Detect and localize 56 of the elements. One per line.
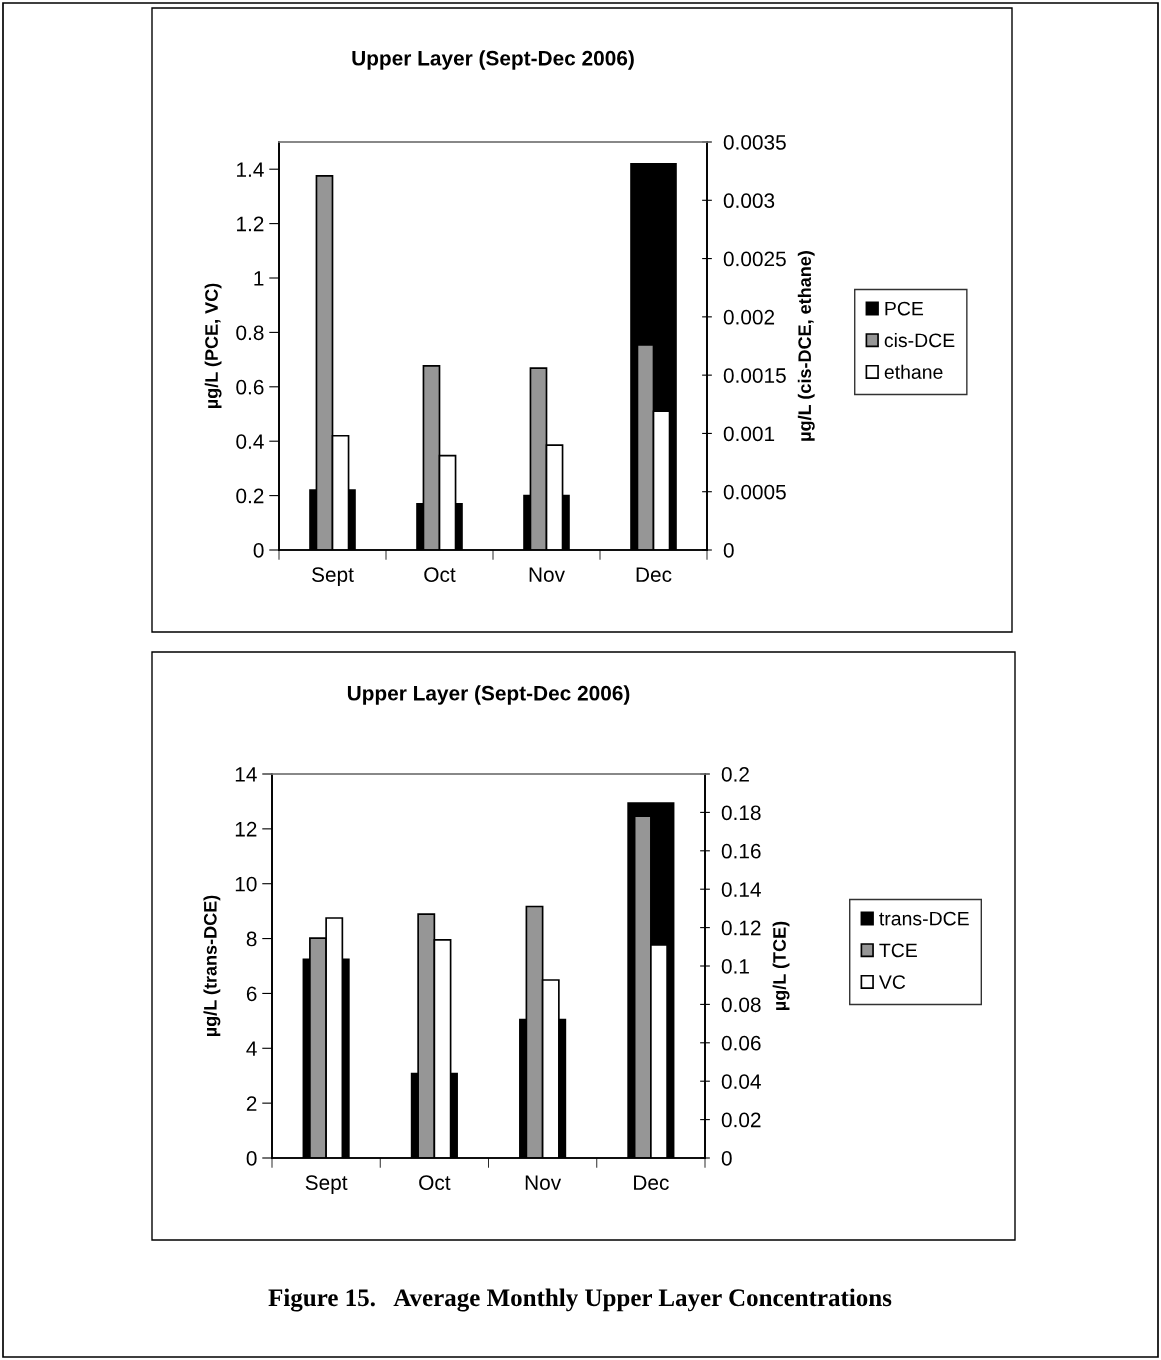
- y2-tick-label: 0.0015: [723, 368, 786, 383]
- y2-tick-label: 0.14: [721, 882, 761, 897]
- y2-tick-label: 0: [723, 543, 734, 558]
- y-tick-label: 1.4: [237, 162, 264, 177]
- y2-tick-label: 0.001: [723, 426, 775, 442]
- legend-label: ethane: [884, 364, 943, 379]
- y2-tick-label: 0.0035: [723, 135, 786, 150]
- y2-tick-label: 0.1: [721, 959, 749, 974]
- y2-tick-label: 0.0005: [723, 484, 786, 500]
- y2-tick-label: 0.06: [721, 1035, 761, 1051]
- y-tick-label: 1.2: [237, 216, 264, 232]
- y2-axis-title: µg/L (TCE): [772, 921, 790, 1010]
- y-axis-title: µg/L (trans-DCE): [203, 895, 221, 1037]
- y2-tick-label: 0.002: [723, 309, 775, 325]
- y-tick-label: 12: [235, 821, 257, 837]
- caption: Figure 15. Average Monthly Upper Layer Concentrations: [268, 1288, 892, 1312]
- chart-title: Upper Layer (Sept-Dec 2006): [352, 50, 634, 70]
- x-tick-label: Sept: [312, 567, 354, 587]
- y-tick-label: 1: [254, 271, 264, 286]
- y-tick-label: 0: [253, 543, 264, 558]
- y-tick-label: 0.4: [236, 434, 264, 449]
- x-tick-label: Nov: [529, 567, 565, 582]
- y2-tick-label: 0.02: [721, 1112, 761, 1128]
- legend-label: TCE: [879, 943, 917, 958]
- y2-tick-label: 0.16: [721, 843, 761, 859]
- y-tick-label: 6: [246, 986, 257, 1002]
- legend-label: cis-DCE: [884, 332, 955, 348]
- chart-title: Upper Layer (Sept-Dec 2006): [347, 685, 630, 705]
- x-tick-label: Sept: [305, 1175, 348, 1195]
- y-axis-title: µg/L (PCE, VC): [204, 283, 222, 409]
- y-tick-label: 14: [235, 767, 257, 782]
- y2-axis-title: µg/L (cis-DCE, ethane): [797, 251, 815, 441]
- y-tick-label: 0.6: [236, 379, 264, 395]
- x-tick-label: Nov: [525, 1175, 562, 1190]
- legend-label: PCE: [885, 301, 924, 316]
- y2-tick-label: 0.04: [721, 1074, 761, 1089]
- y2-tick-label: 0.18: [721, 805, 761, 821]
- y2-tick-label: 0.08: [721, 997, 761, 1013]
- y-tick-label: 0: [246, 1151, 257, 1166]
- y-tick-label: 0.2: [236, 488, 264, 504]
- y-tick-label: 8: [246, 931, 257, 947]
- x-tick-label: Dec: [636, 567, 672, 582]
- y-tick-label: 2: [246, 1096, 257, 1111]
- y2-tick-label: 0.003: [723, 193, 775, 209]
- y2-tick-label: 0: [721, 1151, 732, 1166]
- y-tick-label: 10: [235, 876, 257, 892]
- legend-label: trans-DCE: [879, 911, 969, 926]
- y2-tick-label: 0.12: [721, 920, 761, 936]
- y-tick-label: 4: [246, 1041, 257, 1056]
- x-tick-label: Oct: [424, 567, 456, 582]
- y2-tick-label: 0.2: [721, 767, 749, 782]
- legend-label: VC: [878, 975, 906, 989]
- y-tick-label: 0.8: [236, 325, 264, 341]
- x-tick-label: Oct: [419, 1175, 451, 1190]
- y2-tick-label: 0.0025: [723, 251, 786, 267]
- x-tick-label: Dec: [634, 1175, 669, 1190]
